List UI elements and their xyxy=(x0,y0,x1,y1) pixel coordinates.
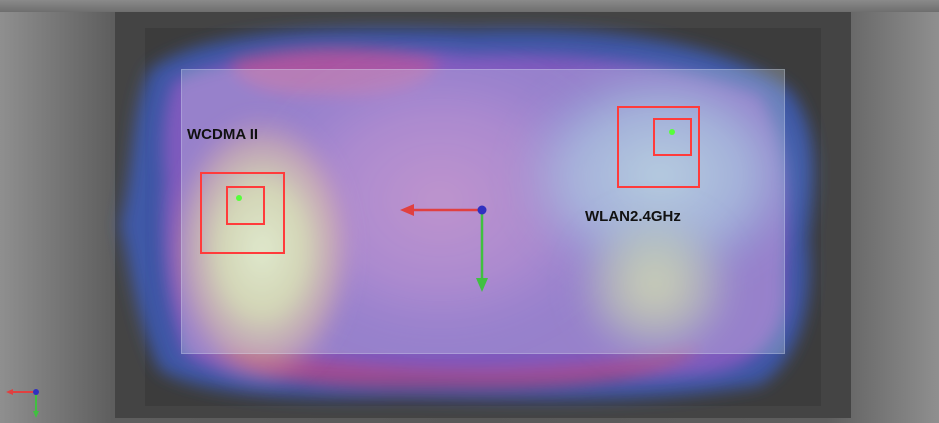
wlan-antenna-label: WLAN2.4GHz xyxy=(585,208,681,225)
wcdma-antenna-outer-box[interactable] xyxy=(200,172,285,254)
field-hotspot-right xyxy=(570,205,740,365)
wlan-feed-point[interactable] xyxy=(669,129,675,135)
wcdma-antenna-inner-box[interactable] xyxy=(226,186,265,225)
wlan-antenna-outer-box[interactable] xyxy=(617,106,700,188)
field-hotspot-left xyxy=(167,110,357,390)
wlan-antenna-inner-box[interactable] xyxy=(653,118,692,156)
wcdma-antenna-label: WCDMA II xyxy=(187,126,259,143)
viewport-top-edge xyxy=(0,0,939,12)
field-cyan-right xyxy=(510,60,810,290)
wcdma-feed-point[interactable] xyxy=(236,195,242,201)
